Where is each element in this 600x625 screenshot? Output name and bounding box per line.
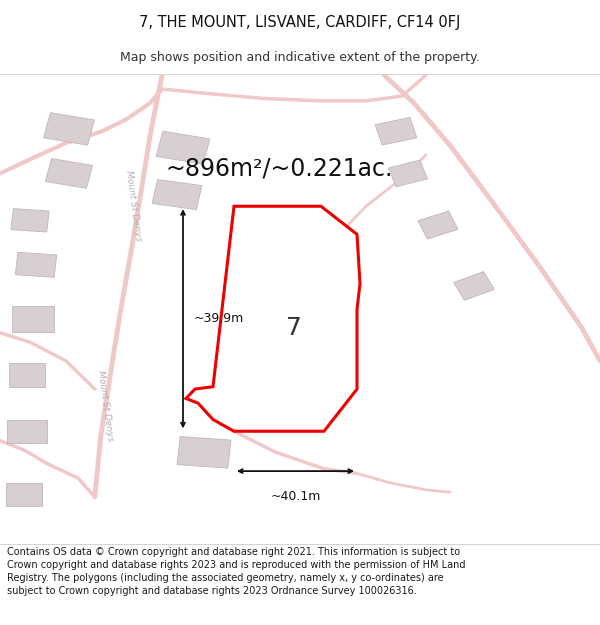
Polygon shape xyxy=(12,306,54,332)
Text: Contains OS data © Crown copyright and database right 2021. This information is : Contains OS data © Crown copyright and d… xyxy=(7,547,466,596)
Text: ~39.9m: ~39.9m xyxy=(194,312,244,325)
Polygon shape xyxy=(186,206,360,431)
Polygon shape xyxy=(7,419,47,443)
Polygon shape xyxy=(418,211,458,239)
Polygon shape xyxy=(177,437,231,468)
Polygon shape xyxy=(243,259,309,294)
Polygon shape xyxy=(11,209,49,232)
Polygon shape xyxy=(16,253,56,278)
Text: Mount St Denys: Mount St Denys xyxy=(124,170,143,242)
Polygon shape xyxy=(375,118,417,145)
Text: 7, THE MOUNT, LISVANE, CARDIFF, CF14 0FJ: 7, THE MOUNT, LISVANE, CARDIFF, CF14 0FJ xyxy=(139,14,461,29)
Polygon shape xyxy=(156,131,210,164)
Polygon shape xyxy=(152,179,202,209)
Polygon shape xyxy=(388,160,428,187)
Polygon shape xyxy=(454,272,494,300)
Text: Map shows position and indicative extent of the property.: Map shows position and indicative extent… xyxy=(120,51,480,64)
Text: ~896m²/~0.221ac.: ~896m²/~0.221ac. xyxy=(165,157,392,181)
Polygon shape xyxy=(46,159,92,188)
Polygon shape xyxy=(44,112,94,145)
Text: 7: 7 xyxy=(286,316,302,340)
Polygon shape xyxy=(9,363,45,387)
Text: Mount St Denys: Mount St Denys xyxy=(95,369,115,441)
Text: ~40.1m: ~40.1m xyxy=(271,490,320,503)
Polygon shape xyxy=(6,483,42,506)
